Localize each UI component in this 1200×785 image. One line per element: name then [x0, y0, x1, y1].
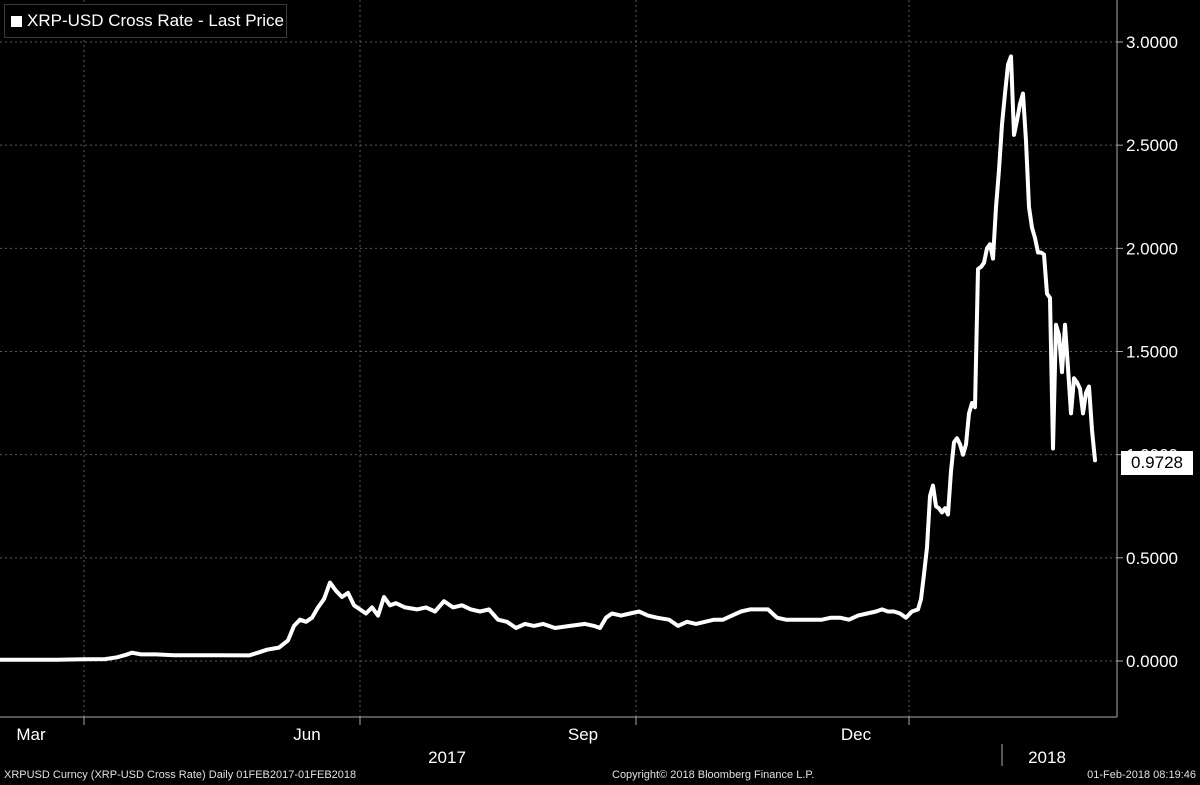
- y-tick-label: 3.0000: [1126, 33, 1178, 52]
- x-tick-label: Dec: [841, 725, 872, 744]
- y-tick-label: 0.5000: [1126, 549, 1178, 568]
- axes: [0, 0, 1118, 718]
- y-tick-label: 0.0000: [1126, 652, 1178, 671]
- x-axis-ticks: Mar Jun Sep Dec 2017 2018: [16, 717, 1066, 767]
- chart-footer: XRPUSD Curncy (XRP-USD Cross Rate) Daily…: [0, 766, 1200, 785]
- footer-security-info: XRPUSD Curncy (XRP-USD Cross Rate) Daily…: [4, 769, 357, 781]
- xrp-usd-price-line: [0, 54, 1097, 662]
- y-tick-label: 2.0000: [1126, 239, 1178, 258]
- y-tick-label: 1.5000: [1126, 343, 1178, 362]
- grid-lines: [0, 0, 1117, 717]
- footer-copyright: Copyright© 2018 Bloomberg Finance L.P.: [612, 769, 815, 781]
- last-price-tag: 0.9728: [1121, 451, 1193, 475]
- last-price-value: 0.9728: [1131, 453, 1183, 472]
- y-axis-ticks: 0.00000.50001.00001.50002.00002.50003.00…: [1117, 33, 1178, 671]
- y-tick-label: 2.5000: [1126, 136, 1178, 155]
- legend-label: XRP-USD Cross Rate - Last Price: [27, 11, 284, 30]
- legend-swatch: [11, 15, 22, 27]
- x-tick-label: Sep: [568, 725, 598, 744]
- chart-legend: XRP-USD Cross Rate - Last Price: [4, 4, 287, 38]
- x-tick-label: Jun: [293, 725, 320, 744]
- x-year-label: 2017: [428, 748, 466, 767]
- footer-timestamp: 01-Feb-2018 08:19:46: [1087, 769, 1196, 781]
- x-tick-label: Mar: [16, 725, 46, 744]
- x-year-label: 2018: [1028, 748, 1066, 767]
